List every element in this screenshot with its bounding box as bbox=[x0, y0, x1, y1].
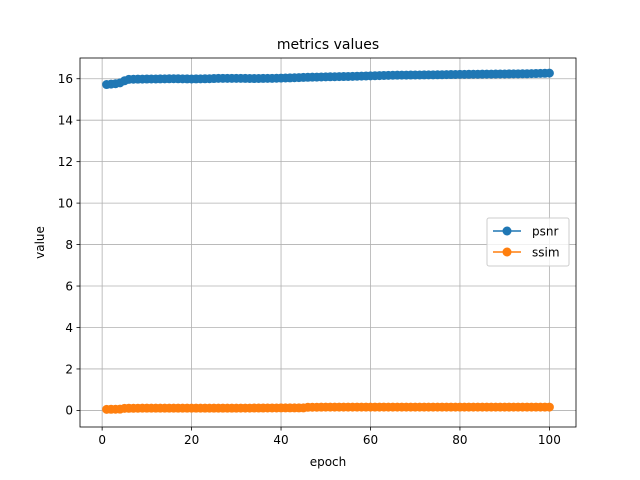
chart-title: metrics values bbox=[277, 37, 379, 53]
x-tick-label: 20 bbox=[184, 433, 199, 447]
legend: psnr ssim bbox=[486, 217, 570, 267]
x-tick-label: 0 bbox=[98, 433, 106, 447]
x-tick-label: 80 bbox=[452, 433, 467, 447]
x-tick-label: 60 bbox=[363, 433, 378, 447]
series-psnr bbox=[102, 68, 554, 90]
y-tick-label: 14 bbox=[58, 113, 73, 127]
legend-label-ssim: ssim bbox=[532, 245, 560, 259]
y-tick-label: 0 bbox=[65, 404, 73, 418]
legend-marker-psnr bbox=[502, 226, 512, 236]
y-tick-label: 10 bbox=[58, 196, 73, 210]
series-layer bbox=[102, 68, 554, 414]
y-axis-label: value bbox=[33, 226, 47, 259]
y-tick-label: 16 bbox=[58, 72, 73, 86]
tick-layer: 0 20 40 60 80 100 0 2 4 6 8 10 12 14 16 bbox=[58, 72, 561, 447]
x-tick-label: 100 bbox=[538, 433, 561, 447]
data-point-psnr bbox=[544, 68, 554, 78]
y-tick-label: 6 bbox=[65, 279, 73, 293]
legend-label-psnr: psnr bbox=[532, 224, 558, 238]
series-ssim bbox=[102, 402, 554, 414]
data-point-ssim bbox=[544, 402, 554, 412]
y-tick-label: 8 bbox=[65, 238, 73, 252]
y-tick-label: 2 bbox=[65, 362, 73, 376]
y-tick-label: 12 bbox=[58, 155, 73, 169]
x-axis-label: epoch bbox=[310, 455, 347, 469]
legend-marker-ssim bbox=[502, 247, 512, 257]
x-tick-label: 40 bbox=[273, 433, 288, 447]
y-tick-label: 4 bbox=[65, 321, 73, 335]
axes-frame bbox=[79, 57, 577, 428]
